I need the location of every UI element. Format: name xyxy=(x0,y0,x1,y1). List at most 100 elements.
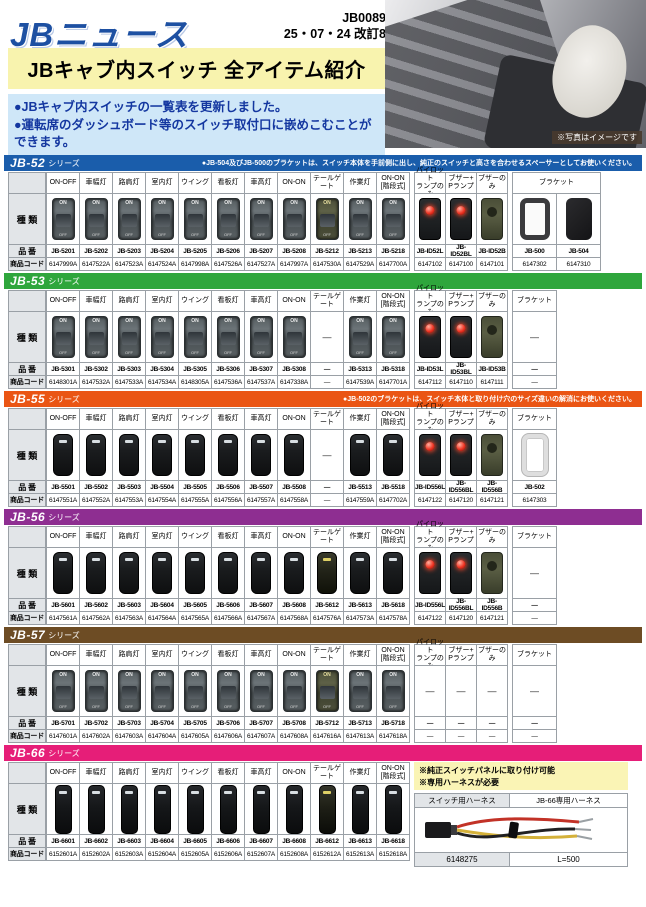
product-column: ON-OFF JB-5501 6147551A xyxy=(46,408,80,507)
product-code: — xyxy=(476,729,508,743)
product-code: 6147700A xyxy=(376,257,410,271)
switch-cell xyxy=(376,547,410,599)
switch-off-label: OFF xyxy=(389,350,397,355)
product-code: 6152601A xyxy=(46,847,80,861)
switch-thumb-flat xyxy=(119,552,139,594)
product-code: 6147568A xyxy=(277,611,311,625)
column-header: ウイング xyxy=(178,172,212,194)
switch-thumb-rocker: ON OFF xyxy=(117,198,141,240)
switch-off-label: OFF xyxy=(389,232,397,237)
indicator-column-group: パイロット ランプのみ———ブザー+ Pランプ———ブザーのみ——— xyxy=(414,639,508,743)
column-header: ブザーのみ xyxy=(476,408,508,430)
row-label-code: 商品コード xyxy=(8,375,46,389)
switch-slot xyxy=(92,790,100,794)
switch-off-label: OFF xyxy=(356,350,364,355)
row-label-column: 種 類品 番商品コード xyxy=(8,762,46,861)
switch-off-label: OFF xyxy=(224,704,232,709)
part-number: JB-5718 xyxy=(376,716,410,730)
issue-number: JB0089 xyxy=(342,11,386,25)
bracket-row: JB-500 6147302 JB-504 6147310 xyxy=(512,193,601,271)
column-header: テールゲート xyxy=(310,408,344,430)
column-header: ブザー+ Pランプ xyxy=(445,290,477,312)
series-suffix: シリーズ xyxy=(48,630,80,640)
switch-thumb-frameD xyxy=(519,198,550,240)
product-code: 6147302 xyxy=(512,257,557,271)
product-column: 作業灯 JB-5613 6147573A xyxy=(343,526,377,625)
product-code: 6147562A xyxy=(79,611,113,625)
part-number: JB-5504 xyxy=(145,480,179,494)
product-code: 6147551A xyxy=(46,493,80,507)
row-label-column: 種 類品 番商品コード xyxy=(8,526,46,625)
row-label-spacer xyxy=(8,172,46,194)
switch-cell xyxy=(445,311,477,363)
switch-cell: — xyxy=(310,311,344,363)
product-column: テールゲート — — — xyxy=(310,408,344,507)
switch-slot xyxy=(257,440,265,443)
product-code: 6152606A xyxy=(211,847,245,861)
switch-off-label: OFF xyxy=(158,704,166,709)
product-code: 6147310 xyxy=(556,257,601,271)
column-header: ON-OFF xyxy=(46,408,80,430)
switch-slot xyxy=(290,440,298,443)
part-number: JB-5204 xyxy=(145,244,179,258)
column-header: ウイング xyxy=(178,408,212,430)
switch-thumb-pilot xyxy=(419,316,441,358)
column-header: 室内灯 xyxy=(145,172,179,194)
product-code: 6152603A xyxy=(112,847,146,861)
row-label-column: 種 類品 番商品コード xyxy=(8,172,46,271)
part-number: JB-5313 xyxy=(343,362,377,376)
series-header-bar: JB-53 シリーズ xyxy=(4,273,642,289)
product-column: テールゲート JB-5612 6147576A xyxy=(310,526,344,625)
column-header: 車幅灯 xyxy=(79,408,113,430)
switch-slot xyxy=(389,440,397,443)
column-header: パイロット ランプのみ xyxy=(414,639,446,670)
product-code: 6147537A xyxy=(244,375,278,389)
row-label-column: 種 類品 番商品コード xyxy=(8,408,46,507)
column-header: 室内灯 xyxy=(145,290,179,312)
product-column: 車高灯 ON OFF JB-5307 6147537A xyxy=(244,290,278,389)
column-header: 路肩灯 xyxy=(112,290,146,312)
switch-slot xyxy=(389,790,397,794)
product-code: 6147303 xyxy=(512,493,557,507)
switch-slot xyxy=(59,440,67,443)
switch-thumb-rocker: ON OFF xyxy=(117,316,141,358)
switch-off-label: OFF xyxy=(290,704,298,709)
column-header: パイロット ランプのみ xyxy=(414,285,446,316)
product-code: 6147524A xyxy=(145,257,179,271)
issue-date: 25・07・24 改訂8 xyxy=(283,27,386,42)
column-header: ウイング xyxy=(178,526,212,548)
switch-slot xyxy=(224,440,232,443)
switch-thumb-tall xyxy=(54,784,72,834)
column-header: ON-ON xyxy=(277,408,311,430)
part-number: JB-6618 xyxy=(376,834,410,848)
product-column: 室内灯 JB-5604 6147564A xyxy=(145,526,179,625)
part-number: JB-5203 xyxy=(112,244,146,258)
switch-cell: ON OFF xyxy=(376,311,410,363)
part-number: JB-5513 xyxy=(343,480,377,494)
part-number: JB-5518 xyxy=(376,480,410,494)
part-number: JB-5502 xyxy=(79,480,113,494)
product-code: 6147534A xyxy=(145,375,179,389)
pilot-lamp-icon xyxy=(425,560,435,569)
column-header: 看板灯 xyxy=(211,762,245,784)
dashboard-photo: ※写真はイメージです xyxy=(385,0,646,148)
switch-cell xyxy=(343,783,377,835)
part-number: JB-5707 xyxy=(244,716,278,730)
column-header: 車幅灯 xyxy=(79,290,113,312)
pilot-lamp-icon xyxy=(456,324,466,333)
switch-thumb-flat xyxy=(350,552,370,594)
series-header-bar: JB-66 シリーズ xyxy=(4,745,642,761)
series-header-bar: JB-57 シリーズ xyxy=(4,627,642,643)
switch-thumb-rocker: ON OFF xyxy=(216,316,240,358)
bracket-header: ブラケット xyxy=(512,644,557,666)
product-code: 6147554A xyxy=(145,493,179,507)
product-column: 車幅灯 ON OFF JB-5702 6147602A xyxy=(79,644,113,743)
part-number: JB-5308 xyxy=(277,362,311,376)
part-number: JB-ID52L xyxy=(414,244,446,258)
part-number: JB-ID556BL xyxy=(445,598,477,612)
switch-cell xyxy=(79,783,113,835)
product-code: 6147601A xyxy=(46,729,80,743)
product-column: 作業灯 JB-5513 6147559A xyxy=(343,408,377,507)
product-column: 車幅灯 JB-6602 6152602A xyxy=(79,762,113,861)
